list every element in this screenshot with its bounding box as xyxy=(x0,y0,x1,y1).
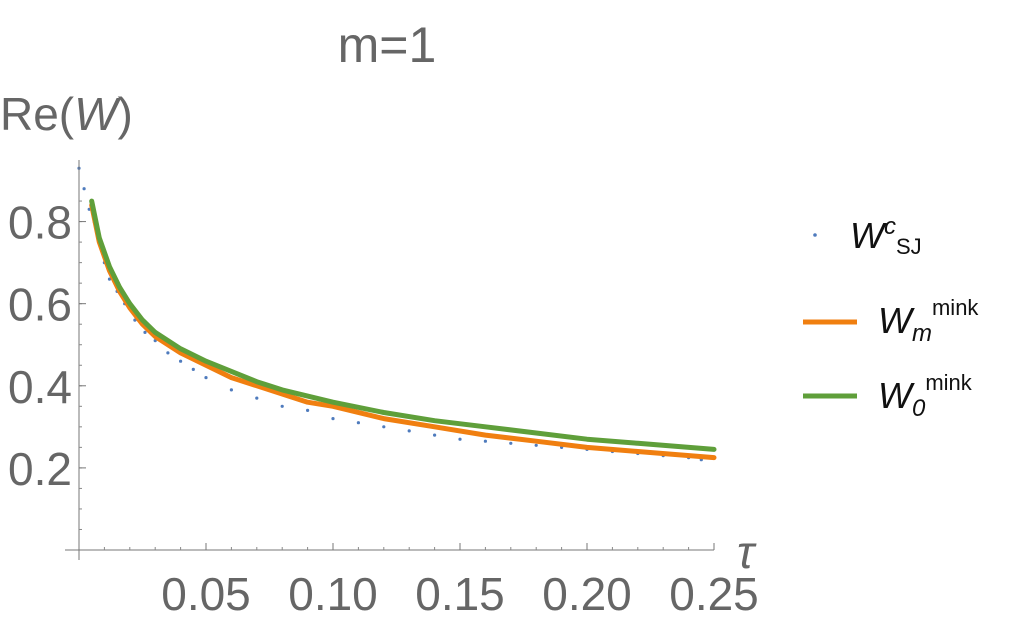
y-tick-label: 0.8 xyxy=(8,197,72,249)
plot-area: 0.05 0.10 0.15 0.20 0.25 0.2 0.4 0.6 0.8 xyxy=(8,160,759,620)
scatter-point xyxy=(356,421,360,425)
scatter-point xyxy=(143,330,147,334)
scatter-point xyxy=(331,417,335,421)
x-tick-label: 0.10 xyxy=(288,568,378,620)
legend: WcSJ Wmmink W0mink xyxy=(803,213,979,422)
x-tick-label: 0.15 xyxy=(415,568,505,620)
legend-marker-scatter xyxy=(813,233,817,237)
legend-wm-main: W xyxy=(878,300,915,341)
legend-item-wm-mink: Wmmink xyxy=(803,295,979,347)
legend-w0-main: W xyxy=(878,375,915,416)
series-line-2 xyxy=(89,198,717,452)
legend-wc-main: W xyxy=(850,215,887,256)
svg-text:WcSJ: WcSJ xyxy=(850,213,922,259)
legend-wm-sub: m xyxy=(912,320,932,347)
scatter-point xyxy=(191,367,195,371)
x-tick-label: 0.25 xyxy=(669,568,759,620)
y-tick-label: 0.6 xyxy=(8,279,72,331)
x-tick-label: 0.20 xyxy=(542,568,632,620)
legend-w0-sup: mink xyxy=(925,370,972,395)
legend-wc-sup: c xyxy=(884,213,896,240)
y-tick-label: 0.4 xyxy=(8,361,72,413)
legend-item-w0-mink: W0mink xyxy=(803,370,973,422)
scatter-point xyxy=(407,429,411,433)
scatter-point xyxy=(280,404,284,408)
legend-w0-sub: 0 xyxy=(912,395,926,422)
x-axis-label: τ xyxy=(737,526,757,578)
legend-wc-sub: SJ xyxy=(896,234,922,259)
svg-text:Wmmink: Wmmink xyxy=(878,295,979,347)
legend-item-wc-sj: WcSJ xyxy=(813,213,922,259)
scatter-point xyxy=(382,425,386,429)
scatter-point xyxy=(166,351,170,355)
y-axis-label-variable: W xyxy=(74,88,122,140)
scatter-point xyxy=(179,359,183,363)
y-axis-label-close: ) xyxy=(118,88,133,140)
svg-text:W0mink: W0mink xyxy=(878,370,973,422)
scatter-point xyxy=(483,439,487,443)
scatter-point xyxy=(306,408,310,412)
axis-ticks: 0.05 0.10 0.15 0.20 0.25 0.2 0.4 0.6 0.8 xyxy=(8,197,759,620)
scatter-point xyxy=(255,396,259,400)
scatter-point xyxy=(82,187,86,191)
series-line-1 xyxy=(89,202,717,461)
y-axis-label: Re(W) xyxy=(0,88,133,140)
scatter-point xyxy=(204,376,208,380)
scatter-point xyxy=(509,441,513,445)
scatter-point xyxy=(534,443,538,447)
x-tick-label: 0.05 xyxy=(161,568,251,620)
curve-lines xyxy=(89,198,717,461)
legend-wm-sup: mink xyxy=(932,295,979,320)
scatter-point xyxy=(433,433,437,437)
scatter-point xyxy=(107,277,112,281)
scatter-point xyxy=(229,388,233,392)
y-axis-label-base: Re( xyxy=(0,88,75,140)
y-tick-label: 0.2 xyxy=(8,443,72,495)
chart-title: m=1 xyxy=(338,17,437,73)
scatter-point xyxy=(458,437,462,441)
